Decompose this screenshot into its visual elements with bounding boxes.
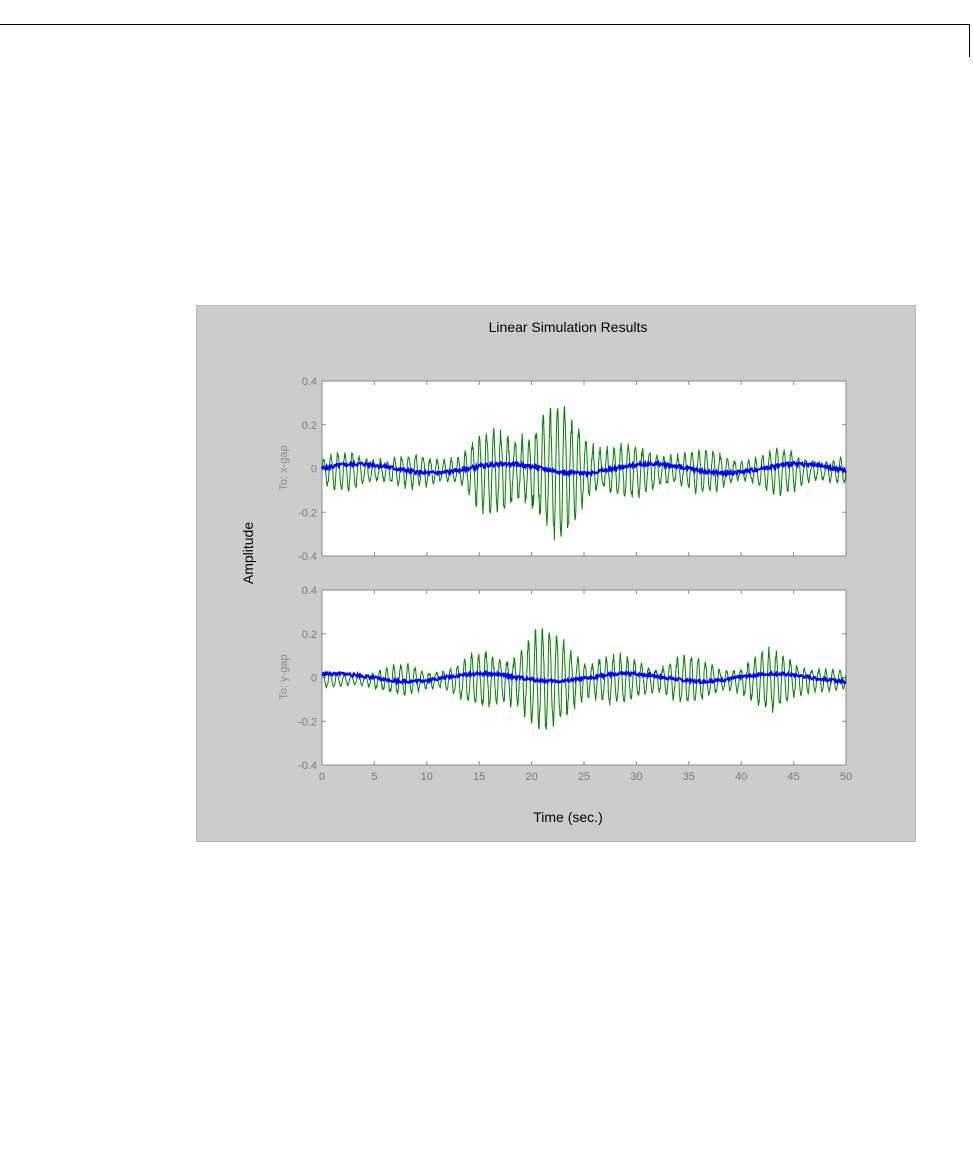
x-tick-label: 0: [319, 771, 325, 783]
x-tick-label: 40: [735, 771, 747, 783]
x-tick-label: 35: [683, 771, 695, 783]
y-tick-label: 0.2: [302, 420, 317, 432]
figure-window: Linear Simulation Results Amplitude Time…: [196, 305, 916, 842]
y-axis-title: Amplitude: [240, 522, 256, 584]
y-tick-label: -0.2: [298, 507, 317, 519]
x-tick-label: 45: [787, 771, 799, 783]
x-tick-label: 10: [421, 771, 433, 783]
x-tick-label: 25: [578, 771, 590, 783]
y-tick-label: 0.4: [302, 585, 317, 597]
y-tick-label: 0.4: [302, 376, 317, 388]
x-tick-labels: 0 5 10 15 20 25 30 35 40 45 50: [319, 771, 852, 783]
panel-x-gap: To: x-gap -0.4 -0.2 0 0.2 0.4: [278, 376, 847, 563]
panel-y-gap-series: [321, 628, 847, 730]
chart-title: Linear Simulation Results: [489, 319, 648, 335]
panel-label-y-gap: To: y-gap: [278, 654, 290, 699]
y-tick-label: -0.2: [298, 716, 317, 728]
y-tick-label: 0.2: [302, 629, 317, 641]
header-rule: [0, 24, 970, 25]
header-tick: [969, 24, 970, 57]
x-tick-label: 15: [473, 771, 485, 783]
series-closed-loop: [321, 669, 847, 686]
x-tick-label: 50: [840, 771, 852, 783]
y-tick-label: -0.4: [298, 760, 317, 772]
y-tick-label: -0.4: [298, 551, 317, 563]
x-axis-title: Time (sec.): [533, 809, 602, 825]
series-open-loop: [321, 628, 847, 730]
y-tick-label: 0: [311, 464, 317, 476]
panel-y-gap: To: y-gap -0.4 -0.2 0 0.2 0.4: [278, 585, 847, 772]
x-tick-label: 20: [525, 771, 537, 783]
chart: Linear Simulation Results Amplitude Time…: [240, 319, 852, 825]
x-tick-label: 5: [371, 771, 377, 783]
series-closed-loop: [321, 459, 847, 479]
panel-label-x-gap: To: x-gap: [278, 445, 290, 490]
x-tick-label: 30: [630, 771, 642, 783]
y-tick-label: 0: [311, 673, 317, 685]
panel-y-gap-ticks: -0.4 -0.2 0 0.2 0.4: [298, 585, 847, 772]
panel-x-gap-series: [321, 406, 847, 541]
